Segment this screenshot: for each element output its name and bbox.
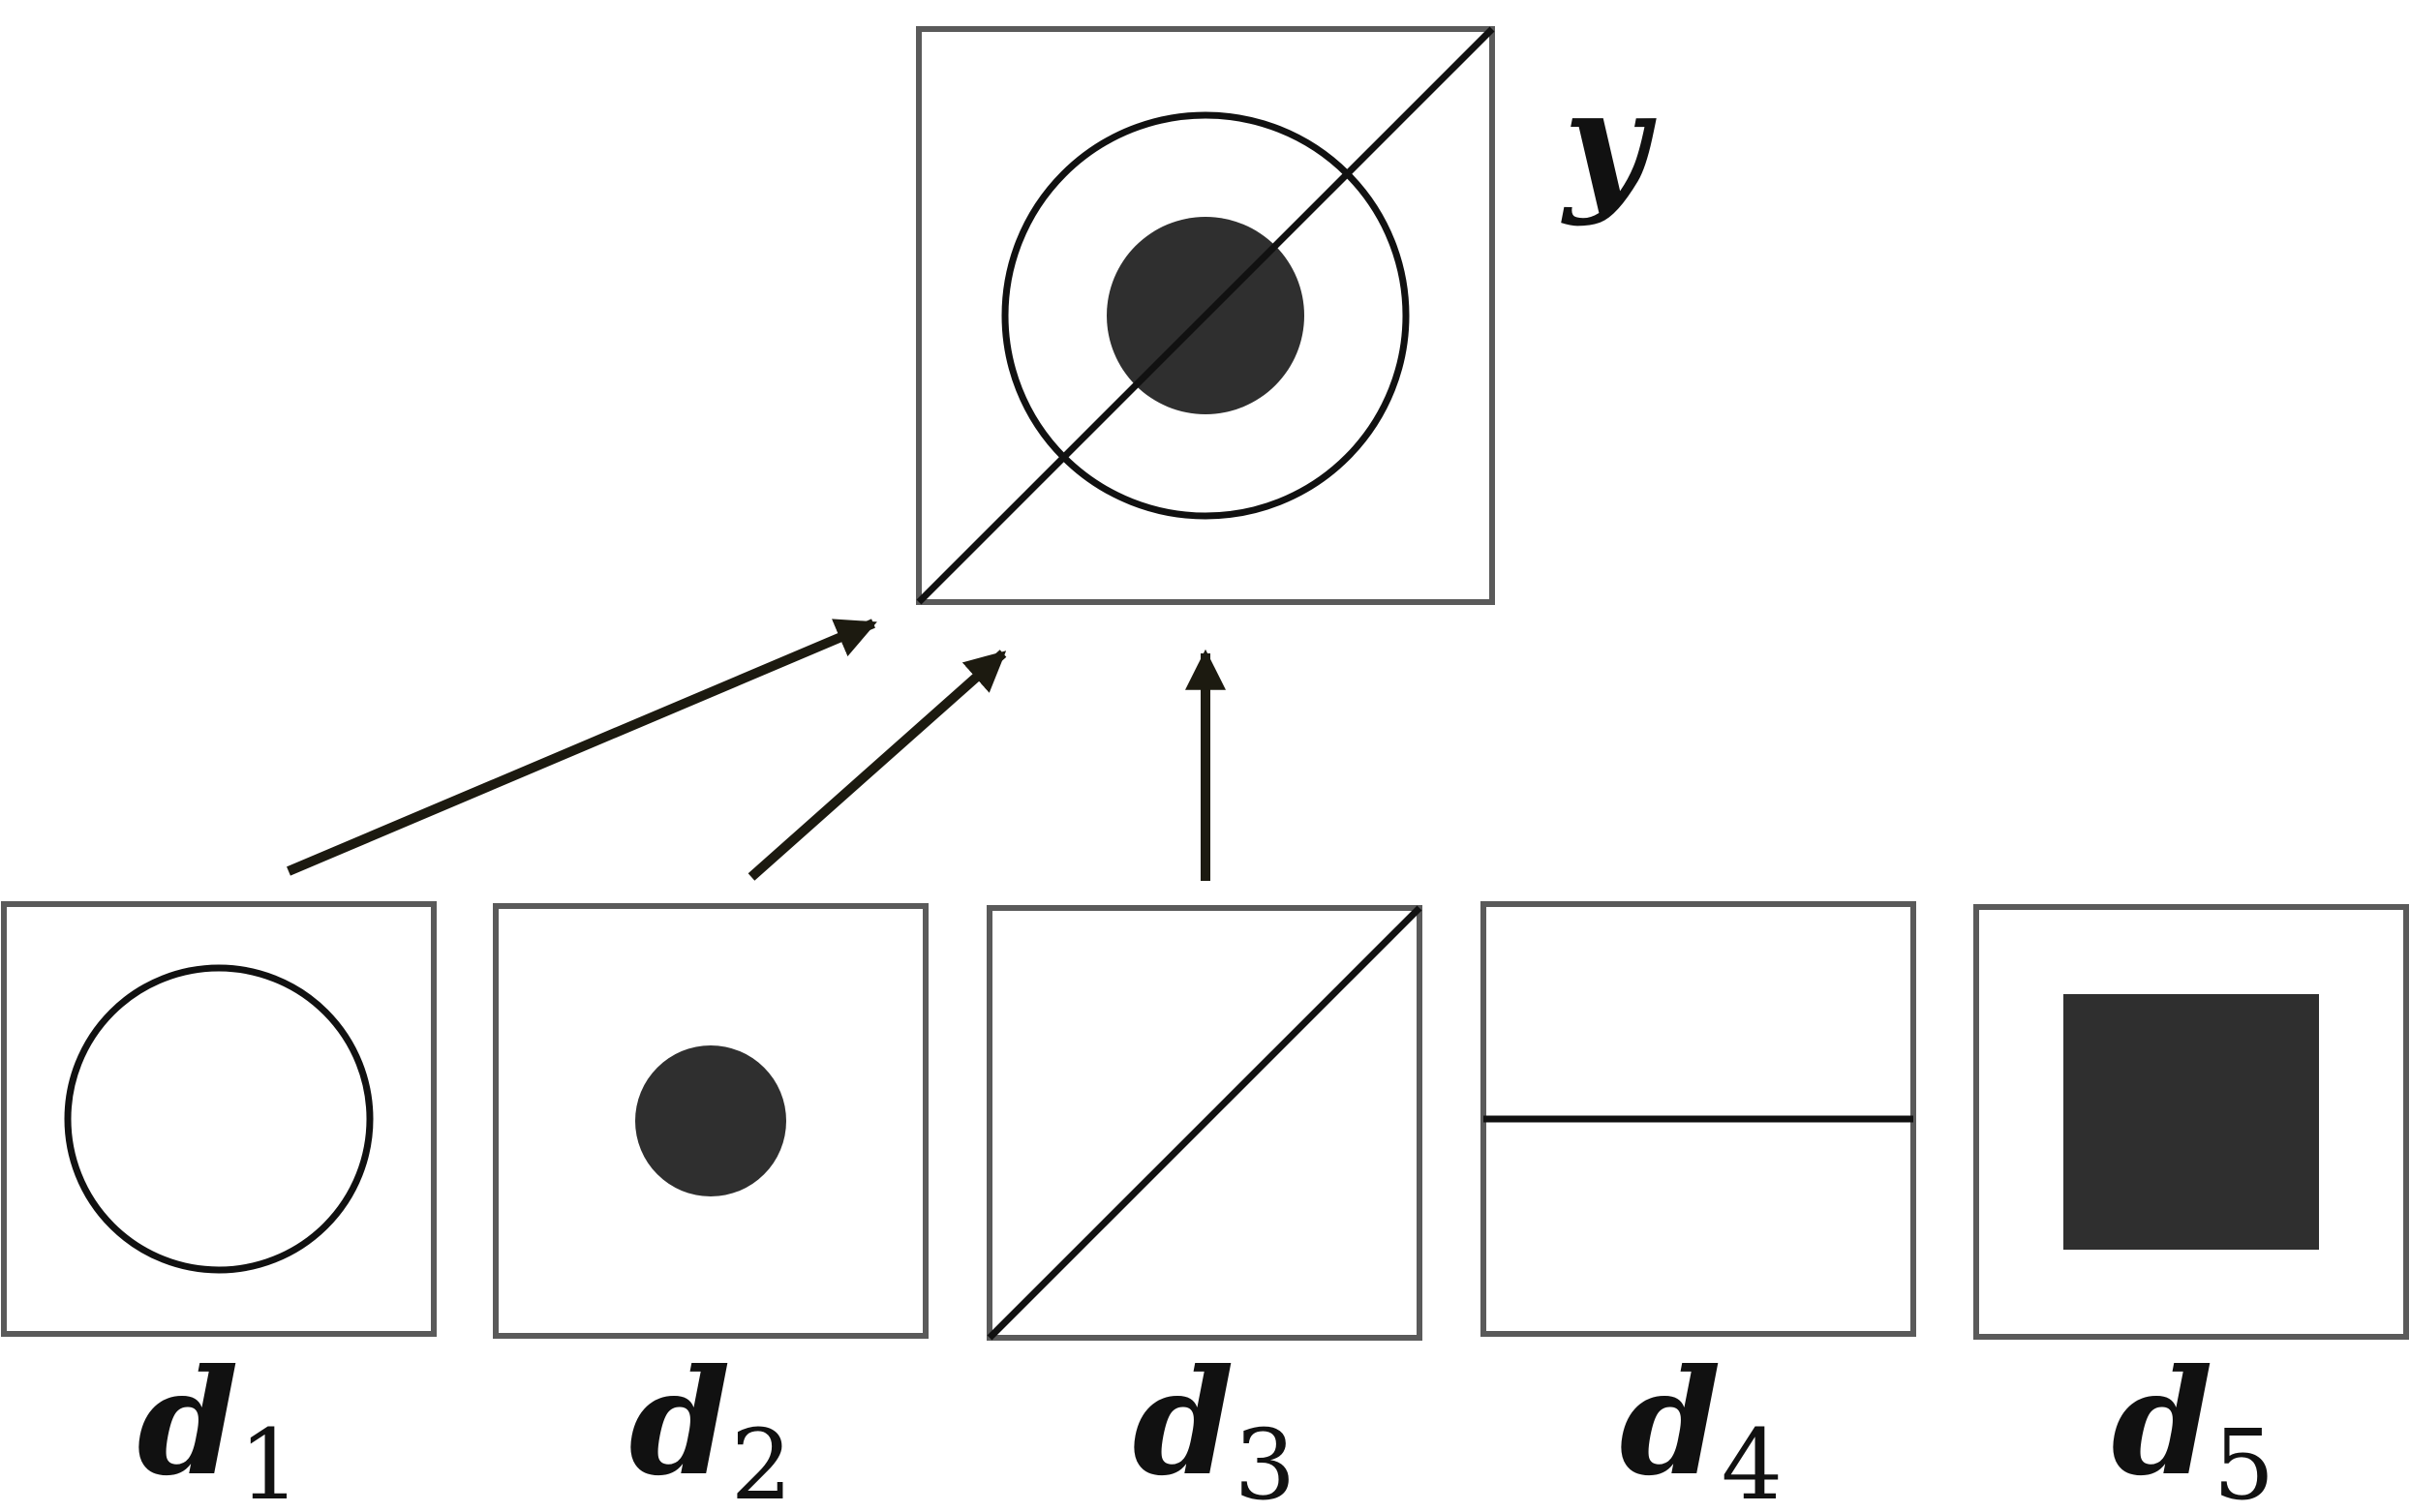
component-labels: d1 d2 d3 d4 d5: [137, 1338, 2275, 1512]
component-d3: [987, 905, 1422, 1341]
label-d5: d5: [2112, 1338, 2275, 1512]
component-d2: [493, 903, 929, 1339]
arrow-d2-to-y: [747, 650, 1007, 881]
combined-label-y: y: [1561, 58, 1657, 228]
component-d4: [1480, 901, 1916, 1337]
label-d2: d2: [629, 1338, 793, 1512]
label-d4-var: d: [1620, 1338, 1722, 1508]
component-d2-filled-dot: [635, 1045, 786, 1196]
combined-diagonal-line: [916, 26, 1495, 605]
label-d4-sub: 4: [1722, 1408, 1784, 1512]
component-d3-diagonal-line: [987, 905, 1422, 1341]
component-d1-frame: [1, 901, 437, 1337]
label-d4: d4: [1620, 1338, 1784, 1512]
combined-image-y: [916, 26, 1495, 605]
label-d5-var: d: [2112, 1338, 2213, 1508]
component-d5: [1973, 904, 2409, 1340]
label-d5-sub: 5: [2213, 1408, 2275, 1512]
label-d1: d1: [137, 1338, 301, 1512]
label-d3: d3: [1133, 1338, 1297, 1512]
component-d1: [1, 901, 437, 1337]
combined-outline-circle: [1001, 111, 1410, 520]
label-d3-sub: 3: [1235, 1408, 1297, 1512]
label-d2-var: d: [629, 1338, 731, 1508]
label-d1-var: d: [137, 1338, 239, 1508]
label-d1-sub: 1: [239, 1408, 301, 1512]
component-d1-outline-circle: [64, 964, 374, 1274]
label-d3-var: d: [1133, 1338, 1235, 1508]
arrow-d1-to-y: [287, 619, 877, 876]
label-d2-sub: 2: [731, 1408, 793, 1512]
component-d5-filled-square: [2063, 994, 2319, 1250]
arrows: [287, 619, 1226, 881]
